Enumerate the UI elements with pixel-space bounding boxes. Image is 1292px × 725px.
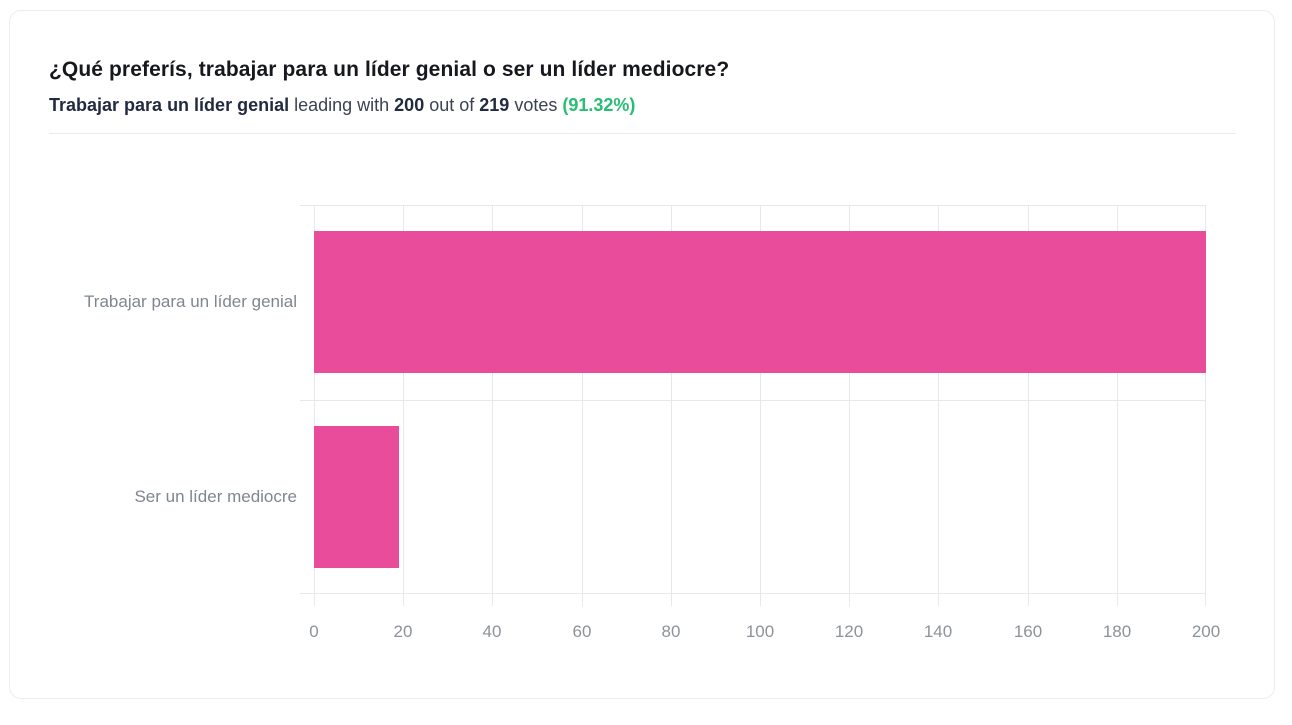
leading-percentage: (91.32%) (562, 95, 636, 115)
poll-summary-line: Trabajar para un líder genial leading wi… (49, 93, 635, 117)
row-boundary-line (300, 205, 1206, 206)
x-gridline (492, 205, 493, 606)
x-gridline (314, 205, 315, 606)
x-axis-tick-label: 60 (572, 622, 592, 641)
header-divider (49, 133, 1236, 134)
x-gridline (1117, 205, 1118, 606)
poll-option-label: Trabajar para un líder genial (84, 292, 297, 311)
poll-option-bar (314, 426, 399, 568)
summary-text-leading-with: leading with (289, 95, 395, 115)
x-axis-tick-label: 180 (1102, 622, 1132, 641)
x-axis-tick-label: 40 (482, 622, 502, 641)
poll-question-title: ¿Qué preferís, trabajar para un líder ge… (49, 58, 730, 81)
leading-option-name: Trabajar para un líder genial (49, 95, 290, 115)
x-axis-tick-label: 100 (745, 622, 775, 641)
leading-vote-count: 200 (394, 95, 425, 115)
poll-bar-chart: 0 20 40 60 80 100 120 140 160 180 200 Trabajar para… (84, 205, 1220, 641)
x-axis-tick-label: 140 (923, 622, 953, 641)
x-axis-tick-label: 120 (834, 622, 864, 641)
x-axis-tick-label: 20 (393, 622, 413, 641)
row-boundary-line (300, 593, 1206, 594)
x-gridline (403, 205, 404, 606)
x-axis-tick-label: 200 (1191, 622, 1221, 641)
poll-option-label: Ser un líder mediocre (134, 487, 297, 506)
x-gridline (849, 205, 850, 606)
summary-text-out-of: out of (424, 95, 480, 115)
x-gridline (938, 205, 939, 606)
x-axis-tick-label: 160 (1013, 622, 1043, 641)
total-vote-count: 219 (479, 95, 510, 115)
x-gridline (1205, 205, 1206, 606)
summary-text-votes: votes (509, 95, 563, 115)
x-axis-tick-label: 80 (661, 622, 681, 641)
row-boundary-line (300, 400, 1206, 401)
poll-option-bar (314, 231, 1206, 373)
x-gridline (1028, 205, 1029, 606)
x-gridline (582, 205, 583, 606)
x-gridline (760, 205, 761, 606)
x-axis-tick-label: 0 (309, 622, 319, 641)
x-gridline (671, 205, 672, 606)
poll-results-card: ¿Qué preferís, trabajar para un líder ge… (9, 10, 1275, 699)
